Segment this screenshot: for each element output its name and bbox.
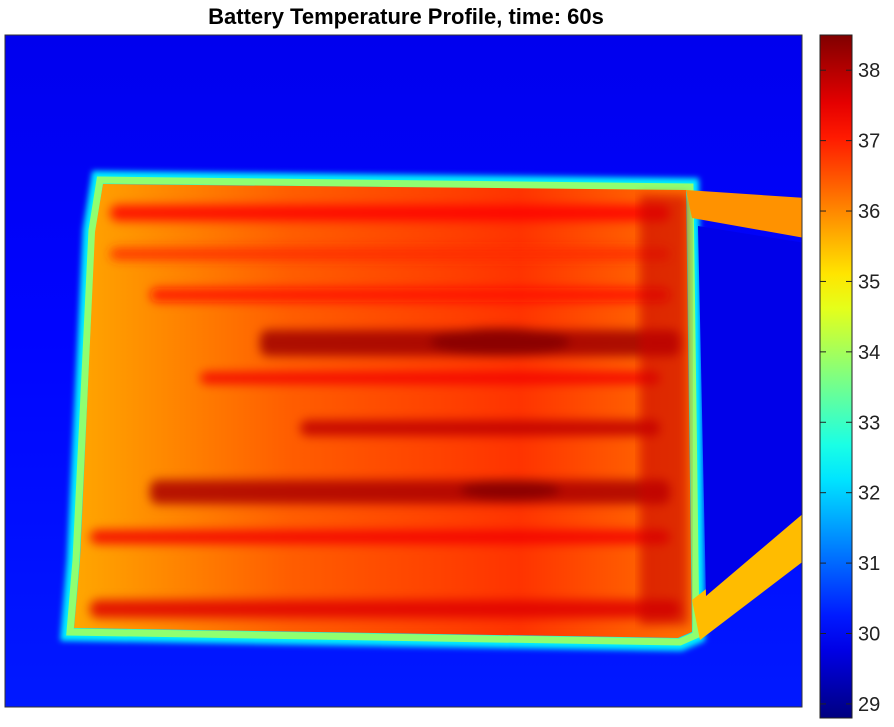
hot-stripe-8 xyxy=(90,530,670,544)
colorbar-tick-label: 37 xyxy=(858,131,880,153)
colorbar-tick-label: 33 xyxy=(858,412,880,434)
hot-stripe-9 xyxy=(90,600,680,618)
colorbar-tick-label: 36 xyxy=(858,201,880,223)
battery-outline xyxy=(66,176,700,646)
plot-frame xyxy=(4,34,803,708)
colorbar-tick-label: 29 xyxy=(858,694,880,716)
chart-title: Battery Temperature Profile, time: 60s xyxy=(208,4,604,29)
hot-stripe-5 xyxy=(200,372,660,384)
colorbar-gradient xyxy=(819,34,853,719)
colorbar-tick-label: 30 xyxy=(858,624,880,646)
colorbar-tick-label: 31 xyxy=(858,553,880,575)
colorbar-tick-label: 35 xyxy=(858,271,880,293)
hot-stripes xyxy=(90,205,680,618)
connector-tab-lower xyxy=(692,514,802,640)
colorbar-tick-label: 32 xyxy=(858,483,880,505)
connector-tab xyxy=(686,190,802,238)
heatmap-field xyxy=(5,35,802,707)
colorbar-tick-label: 38 xyxy=(858,60,880,82)
hot-stripe-6 xyxy=(300,420,660,436)
colorbar: 29 30 31 32 33 34 35 36 37 38 xyxy=(819,34,880,719)
hot-spot-1 xyxy=(430,328,570,356)
hot-stripe-3 xyxy=(150,288,670,302)
hot-spot-2 xyxy=(460,480,560,500)
hot-stripe-2 xyxy=(110,248,670,260)
colorbar-ticks: 29 30 31 32 33 34 35 36 37 38 xyxy=(820,60,880,716)
battery-right-edge xyxy=(640,195,688,625)
colorbar-tick-label: 34 xyxy=(858,342,880,364)
hot-stripe-7 xyxy=(150,480,670,504)
hot-stripe-1 xyxy=(110,205,670,221)
cold-gap xyxy=(698,226,802,596)
